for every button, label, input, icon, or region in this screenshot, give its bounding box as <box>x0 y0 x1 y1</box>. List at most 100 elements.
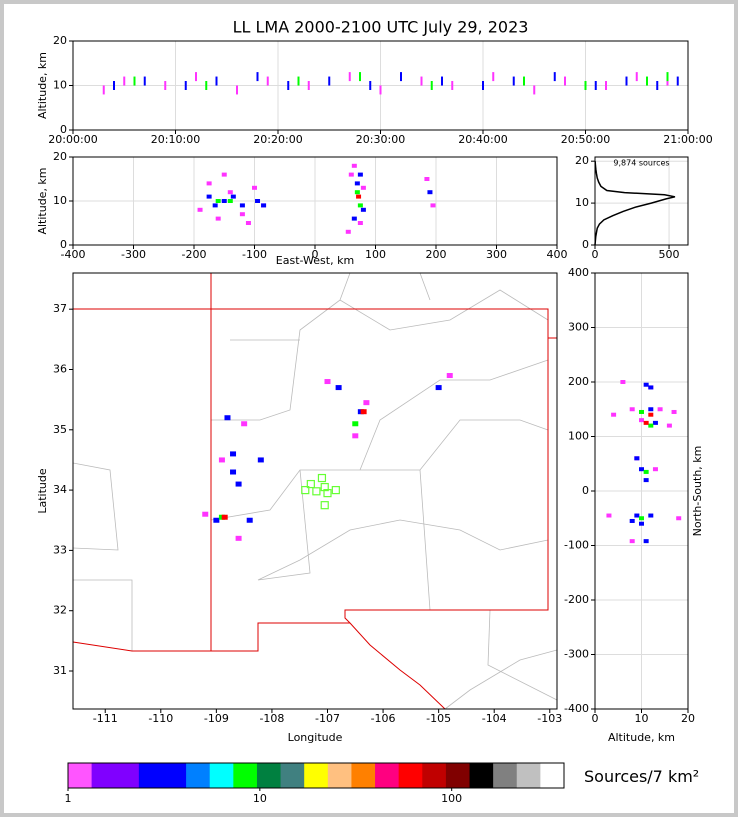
source-density <box>123 76 126 86</box>
source-density <box>512 76 515 86</box>
source-density <box>564 76 566 86</box>
colorbar-tick-label: 100 <box>441 792 462 805</box>
source-density <box>430 203 436 208</box>
source-density <box>369 81 372 90</box>
source-density <box>351 216 357 221</box>
source-density <box>266 76 269 86</box>
x-tick-label: 20:20:00 <box>253 133 302 146</box>
source-density <box>227 199 233 203</box>
plot-frame <box>594 272 689 710</box>
source-density <box>400 72 402 82</box>
y-axis-label: Latitude <box>36 468 49 514</box>
y-tick-label: 300 <box>568 321 589 334</box>
source-density <box>206 181 212 186</box>
source-density <box>643 420 649 425</box>
station <box>312 487 321 496</box>
source-density <box>212 203 218 208</box>
source-density <box>215 199 221 203</box>
source-density <box>352 433 359 439</box>
x-tick-label: 20:50:00 <box>561 133 610 146</box>
station <box>323 489 332 498</box>
source-density <box>356 194 362 199</box>
county-lines <box>72 272 558 710</box>
source-density <box>360 185 366 190</box>
x-tick-label: 20:10:00 <box>151 133 200 146</box>
colorbar-swatch <box>280 763 305 788</box>
source-density <box>424 177 430 181</box>
x-tick-label: 21:00:00 <box>663 133 712 146</box>
colorbar-tick-label: 10 <box>253 792 267 805</box>
colorbar-swatch <box>422 763 447 788</box>
x-tick-label: -110 <box>148 712 173 725</box>
source-density <box>657 407 663 412</box>
y-tick-label: 0 <box>582 484 589 497</box>
x-tick-label: 300 <box>486 248 507 261</box>
plot-frame <box>72 272 558 710</box>
x-tick-label: -107 <box>315 712 340 725</box>
x-tick-label: -103 <box>537 712 562 725</box>
x-tick-label: -108 <box>259 712 284 725</box>
annotation: 9,874 sources <box>613 159 669 168</box>
source-density <box>257 457 264 463</box>
source-density <box>202 511 209 517</box>
source-density <box>328 76 331 86</box>
x-tick-label: 500 <box>659 248 680 261</box>
source-density <box>239 212 245 217</box>
source-density <box>354 181 360 186</box>
source-density <box>643 469 649 474</box>
source-density <box>230 194 236 199</box>
colorbar-label: Sources/7 km² <box>584 767 699 786</box>
source-density <box>352 421 359 427</box>
x-tick-label: -300 <box>121 248 146 261</box>
colorbar-tick-label: 1 <box>65 792 72 805</box>
colorbar-swatch <box>162 763 187 788</box>
source-density <box>553 72 556 82</box>
y-tick-label: 0 <box>60 123 67 136</box>
x-tick-label: -400 <box>61 248 86 261</box>
source-density <box>648 385 654 390</box>
x-tick-label: -104 <box>482 712 507 725</box>
source-density <box>643 382 649 387</box>
source-density <box>252 185 257 190</box>
x-tick-label: -109 <box>204 712 229 725</box>
colorbar-swatch <box>91 763 116 788</box>
source-density <box>213 517 220 523</box>
source-density <box>348 172 354 177</box>
y-axis-label: Altitude, km <box>36 167 49 234</box>
colorbar-swatch <box>68 763 93 788</box>
source-density <box>215 76 218 86</box>
source-density <box>221 199 227 203</box>
source-density <box>261 203 267 208</box>
source-density <box>345 229 351 234</box>
source-density <box>629 539 635 544</box>
x-tick-label: -200 <box>182 248 207 261</box>
station <box>320 501 329 510</box>
source-density <box>639 418 644 423</box>
source-density <box>215 216 221 221</box>
x-tick-label: 0 <box>592 248 599 261</box>
source-density <box>634 513 640 518</box>
map-background <box>72 272 558 710</box>
source-density <box>164 81 167 90</box>
source-density <box>297 76 300 86</box>
source-density <box>245 221 251 225</box>
source-density <box>639 467 644 472</box>
source-density <box>634 456 640 461</box>
colorbar-swatch <box>138 763 163 788</box>
source-density <box>451 81 454 90</box>
colorbar-swatch <box>209 763 234 788</box>
source-density <box>492 72 495 82</box>
x-tick-label: 20:30:00 <box>356 133 405 146</box>
colorbar-frame <box>67 762 565 789</box>
source-density <box>354 190 360 195</box>
panel-0: 20:00:00 20:10:00 20:20:00 20:30:00 20:40:00… <box>36 18 713 147</box>
source-density <box>594 81 597 90</box>
y-tick-label: 0 <box>60 238 67 251</box>
colorbar-swatch <box>233 763 258 788</box>
x-tick-label: 0 <box>592 712 599 725</box>
y-tick-label: 100 <box>568 430 589 443</box>
x-tick-label: 20 <box>681 712 695 725</box>
station <box>331 485 340 495</box>
y-tick-label: 35 <box>53 423 67 436</box>
source-density <box>611 412 617 417</box>
